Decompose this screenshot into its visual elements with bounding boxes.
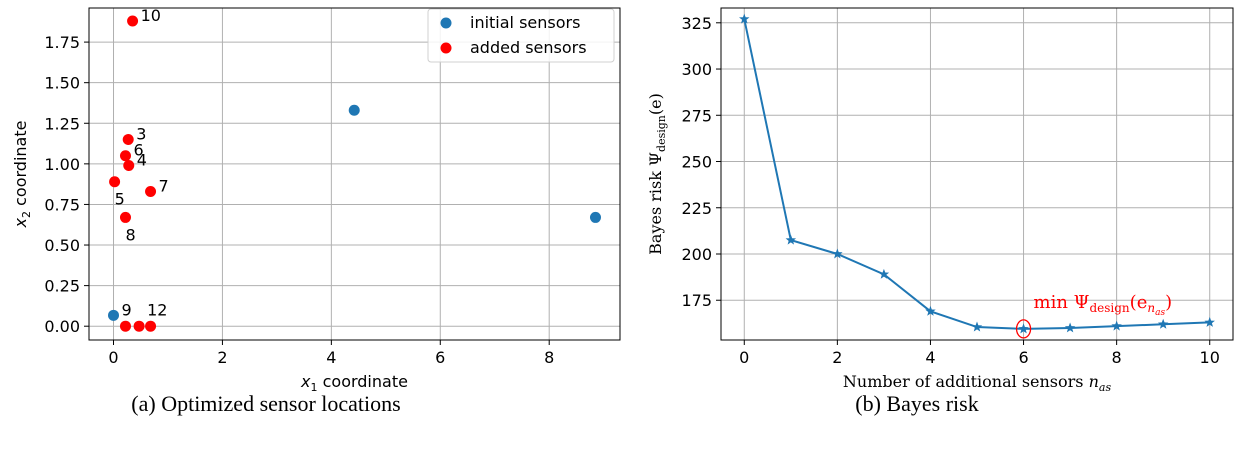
scatter-point — [348, 104, 360, 116]
bayes-risk-point — [925, 305, 936, 316]
axes-frame-b — [720, 7, 1234, 341]
bayes-risk-point — [971, 321, 983, 332]
y-tick-label: 0.75 — [44, 195, 80, 214]
point-label: 12 — [147, 300, 167, 319]
y-tick-label: 1.00 — [44, 155, 80, 174]
x-tick-label: 2 — [832, 348, 842, 367]
legend: initial sensors added sensors — [427, 8, 615, 63]
minimum-annotation: min Ψdesign(enas) — [1034, 292, 1173, 318]
point-label: 8 — [125, 225, 135, 244]
point-label: 10 — [141, 6, 161, 25]
x-tick-label: 2 — [217, 348, 227, 367]
bayes-risk-point — [1157, 318, 1169, 329]
bayes-risk-point — [1111, 320, 1122, 331]
scatter-point — [119, 211, 131, 223]
scatter-points — [108, 15, 601, 332]
x-tick-label: 6 — [1018, 348, 1028, 367]
bayes-risk-point — [1204, 316, 1215, 327]
bayes-risk-point — [785, 234, 797, 245]
bayes-risk-markers — [739, 13, 1215, 334]
bayes-risk-point — [878, 268, 890, 279]
point-label: 3 — [136, 125, 146, 144]
scatter-point — [133, 320, 145, 332]
scatter-point — [123, 159, 135, 171]
y-tick-label: 0.00 — [44, 317, 80, 336]
y-tick-label: 0.25 — [44, 277, 80, 296]
x-ticks-b: 0 2 4 6 8 10 — [739, 340, 1220, 367]
bayes-risk-chart: 175 200 225 250 275 300 325 0 2 4 6 8 10 min Ψdesig… — [646, 7, 1234, 394]
point-label: 7 — [159, 176, 169, 195]
x-axis-label-a: x1 coordinate — [300, 372, 408, 394]
y-tick-label: 0.50 — [44, 236, 80, 255]
axes-frame-a — [88, 7, 621, 341]
scatter-point — [589, 211, 601, 223]
scatter-point — [119, 150, 131, 162]
scatter-point — [127, 15, 139, 27]
caption-a: (a) Optimized sensor locations — [131, 391, 400, 416]
scatter-point — [145, 185, 157, 197]
bayes-risk-point — [832, 248, 843, 259]
x-tick-label: 0 — [739, 348, 749, 367]
y-axis-label-b: Bayes risk Ψdesign(e) — [646, 93, 668, 255]
x-ticks-a: 0 2 4 6 8 — [108, 340, 554, 367]
x-tick-label: 4 — [326, 348, 336, 367]
y-axis-label-a: x2 coordinate — [11, 121, 33, 229]
point-label: 9 — [122, 300, 132, 319]
scatter-point — [145, 320, 157, 332]
y-tick-label: 325 — [681, 14, 712, 33]
caption-b: (b) Bayes risk — [855, 391, 978, 416]
x-tick-label: 10 — [1200, 348, 1220, 367]
scatter-point — [109, 176, 121, 188]
x-tick-label: 8 — [544, 348, 554, 367]
y-tick-label: 1.75 — [44, 33, 80, 52]
x-tick-label: 8 — [1112, 348, 1122, 367]
x-tick-label: 6 — [435, 348, 445, 367]
x-tick-label: 4 — [925, 348, 935, 367]
point-label: 6 — [133, 141, 143, 160]
bayes-risk-point — [1018, 323, 1029, 334]
legend-label: added sensors — [470, 38, 587, 57]
legend-frame — [427, 8, 615, 63]
y-ticks-b: 175 200 225 250 275 300 325 — [681, 14, 721, 310]
point-label: 4 — [137, 150, 147, 169]
scatter-point — [122, 134, 134, 146]
x-axis-label-b: Number of additional sensors nas — [843, 372, 1112, 394]
y-tick-label: 200 — [681, 245, 712, 264]
bayes-risk-point — [739, 13, 750, 24]
legend-label: initial sensors — [470, 13, 580, 32]
y-tick-label: 175 — [681, 291, 712, 310]
x-tick-label: 0 — [108, 348, 118, 367]
point-labels: 10 364 5 7 8 9 12 — [115, 6, 169, 319]
bayes-risk-point — [1064, 322, 1076, 333]
minimum-highlight-circle — [1015, 319, 1032, 339]
y-tick-label: 300 — [681, 60, 712, 79]
scatter-point — [108, 309, 120, 321]
y-ticks-a: 0.00 0.25 0.50 0.75 1.00 1.25 1.50 1.75 — [44, 33, 89, 336]
y-tick-label: 275 — [681, 106, 712, 125]
legend-marker — [440, 42, 452, 54]
y-tick-label: 225 — [681, 199, 712, 218]
y-tick-label: 250 — [681, 153, 712, 172]
bayes-risk-line — [743, 18, 1210, 330]
scatter-point — [119, 320, 131, 332]
point-label: 5 — [115, 190, 125, 209]
legend-marker — [440, 17, 452, 29]
y-tick-label: 1.25 — [44, 114, 80, 133]
y-tick-label: 1.50 — [44, 74, 80, 93]
grid-b — [721, 8, 1233, 340]
